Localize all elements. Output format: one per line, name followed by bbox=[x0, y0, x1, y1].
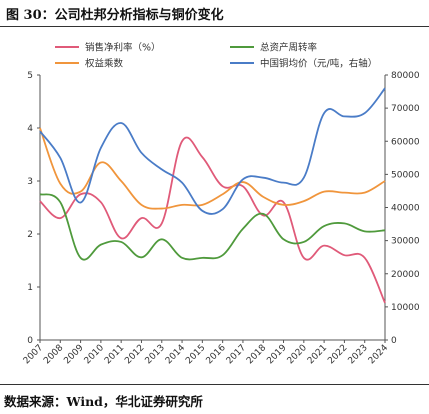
x-tick-label: 2012 bbox=[123, 343, 146, 366]
left-tick-label: 3 bbox=[27, 177, 33, 187]
x-tick-label: 2007 bbox=[22, 343, 45, 366]
legend-label-copper-price: 中国铜均价（元/吨，右轴） bbox=[260, 58, 377, 70]
x-tick-label: 2022 bbox=[326, 343, 349, 366]
series-line-net-margin bbox=[39, 136, 386, 304]
right-tick-label: 20000 bbox=[391, 270, 420, 280]
x-tick-label: 2023 bbox=[347, 343, 370, 366]
x-tick-label: 2013 bbox=[144, 343, 167, 366]
left-tick-label: 1 bbox=[27, 283, 33, 293]
right-tick-label: 60000 bbox=[391, 137, 420, 147]
right-tick-label: 50000 bbox=[391, 170, 420, 180]
source-note: 数据来源：Wind，华北证券研究所 bbox=[4, 394, 203, 409]
x-tick-label: 2024 bbox=[367, 343, 390, 366]
left-tick-label: 5 bbox=[27, 71, 33, 81]
dupont-copper-chart: 0 1 2 3 4 5 0 10000 20000 30000 40000 50000 60000 700… bbox=[22, 42, 420, 367]
x-tick-label: 2010 bbox=[83, 343, 106, 366]
x-tick-label: 2017 bbox=[225, 343, 248, 366]
right-tick-label: 30000 bbox=[391, 237, 420, 247]
right-tick-label: 80000 bbox=[391, 71, 420, 81]
left-tick-label: 0 bbox=[27, 336, 33, 346]
x-tick-label: 2020 bbox=[286, 343, 309, 366]
series-line-asset-turnover bbox=[39, 193, 386, 261]
x-tick-label: 2016 bbox=[205, 343, 228, 366]
legend-label-net-margin: 销售净利率（%） bbox=[85, 42, 161, 54]
legend-label-asset-turnover: 总资产周转率 bbox=[260, 42, 318, 54]
left-tick-label: 2 bbox=[27, 230, 33, 240]
title-rule bbox=[0, 26, 429, 27]
legend-label-equity-multiplier: 权益乘数 bbox=[85, 58, 124, 70]
x-tick-label: 2015 bbox=[184, 343, 207, 366]
x-tick-label: 2011 bbox=[103, 343, 126, 366]
x-tick-label: 2021 bbox=[306, 343, 329, 366]
right-tick-label: 40000 bbox=[391, 204, 420, 214]
x-tick-label: 2019 bbox=[265, 343, 288, 366]
source-rule bbox=[0, 384, 429, 385]
right-tick-label: 70000 bbox=[391, 104, 420, 114]
left-tick-label: 4 bbox=[27, 124, 33, 134]
x-tick-label: 2014 bbox=[164, 343, 187, 366]
series-line-copper-price bbox=[39, 87, 386, 215]
series-layer bbox=[39, 87, 386, 304]
x-tick-label: 2009 bbox=[62, 343, 85, 366]
x-tick-label: 2018 bbox=[245, 343, 268, 366]
figure-title: 图 30：公司杜邦分析指标与铜价变化 bbox=[6, 8, 224, 23]
right-tick-label: 0 bbox=[391, 336, 397, 346]
series-line-equity-multiplier bbox=[39, 127, 386, 210]
x-tick-label: 2008 bbox=[42, 343, 65, 366]
right-tick-label: 10000 bbox=[391, 303, 420, 313]
